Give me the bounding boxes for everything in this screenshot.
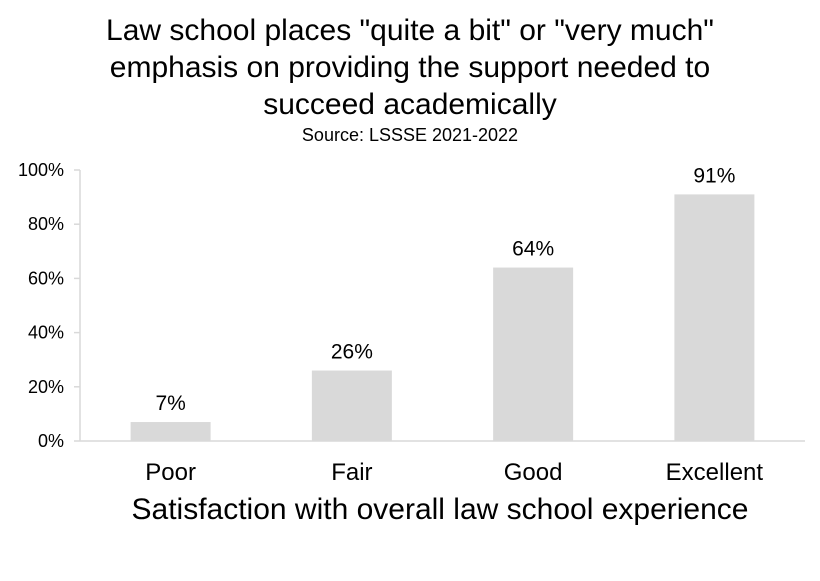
y-tick-label: 40% — [28, 323, 64, 343]
bar-value-label: 7% — [155, 392, 185, 415]
x-tick-label: Good — [504, 459, 563, 486]
x-tick-label: Poor — [145, 459, 196, 486]
bar-value-label: 26% — [331, 341, 373, 364]
y-tick-label: 100% — [18, 160, 64, 180]
chart-title: Law school places "quite a bit" or "very… — [106, 14, 714, 121]
x-tick-label: Excellent — [666, 459, 764, 486]
bar-value-label: 91% — [693, 164, 735, 187]
x-axis-label: Satisfaction with overall law school exp… — [131, 493, 749, 526]
y-tick-label: 20% — [28, 377, 64, 397]
bar — [493, 267, 574, 441]
bar — [130, 422, 211, 441]
bar — [674, 194, 755, 441]
x-tick-label: Fair — [331, 459, 372, 486]
bar-value-label: 64% — [512, 238, 554, 261]
y-tick-label: 60% — [28, 268, 64, 288]
y-tick-label: 80% — [28, 214, 64, 234]
chart-subtitle: Source: LSSSE 2021-2022 — [301, 125, 519, 145]
bar — [311, 370, 392, 441]
y-tick-label: 0% — [38, 431, 64, 451]
